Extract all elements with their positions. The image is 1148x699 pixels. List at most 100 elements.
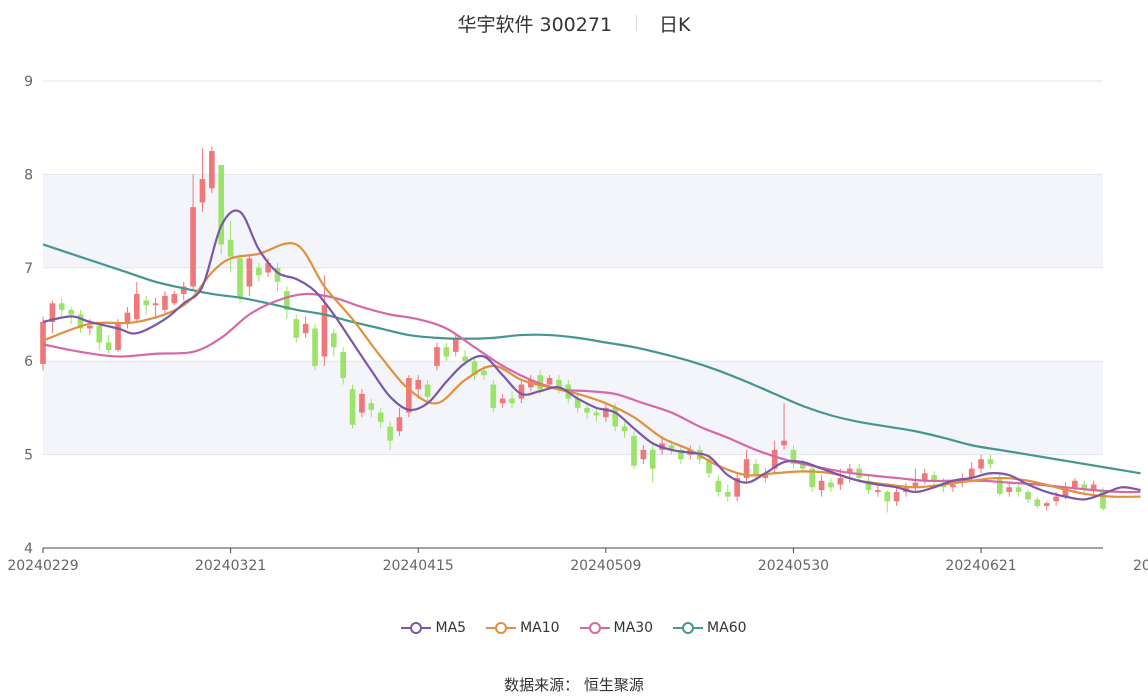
legend-item-ma5[interactable]: MA5 [401,620,466,636]
kline-chart[interactable]: 4 5 6 7 8 9 20240229 20240321 20240415 20240509 20… [0,0,1148,615]
candle-body [649,449,656,469]
y-tick-label: 6 [24,354,33,370]
candle-body [1043,503,1050,506]
candle-body [87,325,93,329]
y-tick-label: 9 [24,74,33,90]
candle-body [265,263,271,273]
candle-body [612,407,619,427]
title-separator [636,15,638,31]
y-tick-label: 8 [24,167,33,183]
candle-body [152,303,159,306]
candle-body [40,321,46,365]
candle-body [574,398,581,408]
ma30-swatch-icon [579,622,610,634]
stock-name: 华宇软件 300271 [457,13,613,36]
candle-body [809,468,816,488]
legend-label-ma60: MA60 [707,620,747,636]
candle-body [790,449,797,464]
candle-body [199,179,206,203]
candle-body [462,356,468,362]
candle-body [828,482,834,488]
legend-label-ma30: MA30 [613,620,654,636]
candle-body [312,328,318,366]
candle-body [321,305,328,357]
candle-body [771,449,778,469]
candle-body [237,258,243,298]
candle-body [734,477,740,497]
candle-body [743,459,750,478]
candle-body [443,347,450,357]
candle-body [724,491,731,497]
candle-body [875,490,881,492]
candle-body [509,398,515,404]
candle-body [931,475,937,481]
candle-body [162,295,168,310]
candle-body [452,337,459,352]
candle-body [950,484,956,488]
candle-body [68,309,74,315]
candle-body [274,267,281,282]
candle-body [800,463,806,469]
candle-body [368,403,375,410]
ma-line-ma60 [42,243,1141,475]
candle-body [893,491,900,502]
x-tick-label: 20240530 [758,558,829,574]
candle-body [1053,496,1059,502]
candle-body [753,463,759,476]
legend-item-ma30[interactable]: MA30 [579,620,654,636]
candle-body [302,323,309,334]
candle-body [330,333,337,348]
candle-body [359,393,365,413]
candle-body [884,491,891,502]
candle-body [912,482,919,488]
legend-label-ma5: MA5 [435,620,467,636]
candle-body [293,319,300,338]
x-tick-label: 20240415 [383,558,454,574]
candle-body [837,477,844,485]
candle-body [190,207,196,287]
candle-body [218,165,225,245]
candle-body [556,379,562,388]
candle-body [1062,487,1069,497]
candle-body [349,389,356,425]
candle-body [762,473,769,478]
candle-body [621,426,628,432]
candle-body [96,325,103,343]
candle-body [781,440,787,446]
candle-body [1006,487,1013,492]
period-label: 日K [659,13,691,36]
candle-body [180,286,187,294]
x-tick-label: 20240621 [945,558,1016,574]
candle-body [124,312,131,324]
ma60-swatch-icon [673,622,704,634]
legend-item-ma10[interactable]: MA10 [486,620,560,636]
candle-body [518,384,525,399]
ma-line-ma5 [42,209,1141,501]
candle-body [678,449,684,460]
legend: MA5 MA10 MA30 MA60 [0,620,1148,636]
candle-body [1015,487,1022,492]
candle-body [997,477,1003,494]
candle-body [143,300,149,306]
candle-body [584,407,590,413]
candle-body [284,291,290,310]
candle-body [77,314,84,329]
candle-body [818,480,825,491]
legend-item-ma60[interactable]: MA60 [673,620,747,636]
candle-body [1072,480,1078,488]
candle-body [537,375,543,390]
candle-body [968,468,975,478]
candle-body [640,449,647,460]
chart-title: 华宇软件 300271 日K [0,8,1148,38]
candle-body [396,417,403,432]
x-tick-label: 20240509 [570,558,641,574]
candle-body [715,480,722,492]
candle-body [58,303,65,310]
candle-body [978,459,984,469]
candle-body [471,361,478,376]
candle-body [340,351,346,379]
data-source: 数据来源： 恒生聚源 [504,676,644,694]
candle-body [865,480,872,491]
candle-body [1100,490,1106,509]
candle-body [499,398,506,404]
